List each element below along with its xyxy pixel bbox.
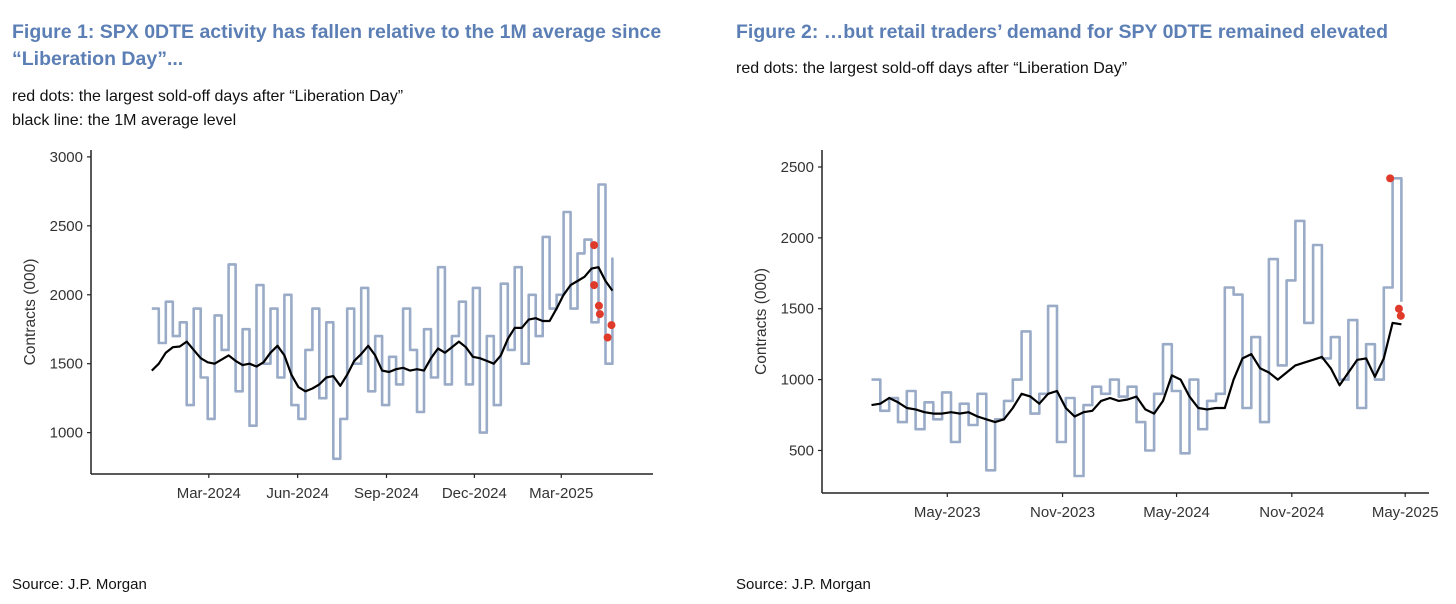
sold-off-day-dot bbox=[603, 333, 612, 342]
x-tick-label: Sep-2024 bbox=[354, 485, 419, 502]
sold-off-day-dot bbox=[607, 321, 616, 330]
daily-series-line bbox=[151, 183, 614, 461]
figure1-subtitle: red dots: the largest sold-off days afte… bbox=[12, 85, 403, 133]
figure1-subtitle-line1: red dots: the largest sold-off days afte… bbox=[12, 88, 404, 105]
sold-off-day-dot bbox=[590, 241, 599, 250]
figure1-subtitle-line2: black line: the 1M average level bbox=[12, 112, 237, 129]
daily-series-line bbox=[871, 177, 1403, 478]
y-tick-label: 2500 bbox=[50, 218, 83, 235]
y-tick-label: 1000 bbox=[50, 425, 83, 442]
figure2-title: Figure 2: …but retail traders’ demand fo… bbox=[736, 21, 1389, 43]
x-tick-label: Jun-2024 bbox=[266, 485, 329, 502]
chart1: 1000 1500 2000 2500 3000 Mar-2024 Jun-2024 Sep-… bbox=[22, 149, 653, 502]
x-tick-label: May-2023 bbox=[914, 504, 981, 521]
figure2-subtitle: red dots: the largest sold-off days afte… bbox=[736, 60, 1128, 77]
y-tick-label: 500 bbox=[789, 442, 814, 459]
figure1-title-line2: “Liberation Day”... bbox=[12, 48, 184, 70]
x-tick-label: May-2025 bbox=[1372, 504, 1439, 521]
y-tick-label: 2000 bbox=[50, 287, 83, 304]
x-tick-label: Mar-2025 bbox=[529, 485, 593, 502]
x-tick-label: Dec-2024 bbox=[442, 485, 507, 502]
sold-off-day-dot bbox=[595, 310, 604, 319]
y-tick-label: 2000 bbox=[781, 230, 814, 247]
y-tick-label: 1000 bbox=[781, 372, 814, 389]
figure1-source: Source: J.P. Morgan bbox=[12, 576, 147, 593]
figure1-title: Figure 1: SPX 0DTE activity has fallen r… bbox=[12, 19, 661, 73]
y-tick-label: 2500 bbox=[781, 159, 814, 176]
y-axis-label: Contracts (000) bbox=[22, 259, 39, 366]
x-tick-label: Mar-2024 bbox=[177, 485, 241, 502]
y-tick-label: 3000 bbox=[50, 149, 83, 166]
y-axis-label: Contracts (000) bbox=[753, 268, 770, 375]
sold-off-day-dot bbox=[1394, 304, 1403, 313]
figure1-title-line1: Figure 1: SPX 0DTE activity has fallen r… bbox=[12, 21, 662, 43]
x-tick-label: May-2024 bbox=[1143, 504, 1210, 521]
average-series-line bbox=[151, 266, 614, 393]
y-tick-label: 1500 bbox=[50, 356, 83, 373]
chart2: 500 1000 1500 2000 2500 May-2023 Nov-2023 May-2… bbox=[753, 150, 1439, 521]
average-series-line bbox=[871, 321, 1402, 424]
y-tick-label: 1500 bbox=[781, 301, 814, 318]
x-tick-label: Nov-2024 bbox=[1259, 504, 1324, 521]
sold-off-day-dot bbox=[1386, 174, 1395, 183]
figure2-source: Source: J.P. Morgan bbox=[736, 576, 871, 593]
x-tick-label: Nov-2023 bbox=[1030, 504, 1095, 521]
sold-off-day-dot bbox=[594, 301, 603, 310]
sold-off-day-dot bbox=[590, 281, 599, 290]
sold-off-day-dot bbox=[1396, 311, 1405, 320]
